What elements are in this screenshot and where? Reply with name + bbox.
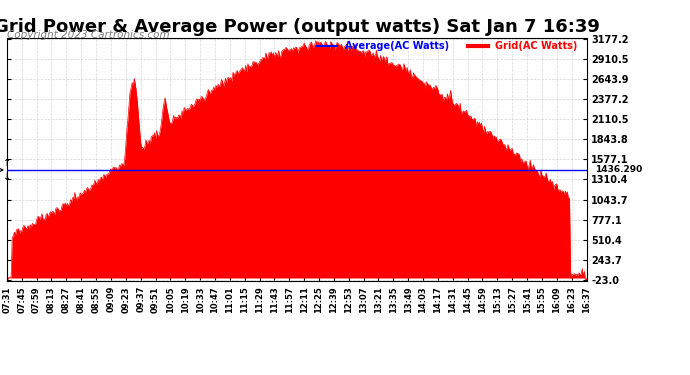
Title: Grid Power & Average Power (output watts) Sat Jan 7 16:39: Grid Power & Average Power (output watts… <box>0 18 600 36</box>
Text: ↓: ↓ <box>3 172 11 182</box>
Legend: Average(AC Watts), Grid(AC Watts): Average(AC Watts), Grid(AC Watts) <box>313 38 582 55</box>
Text: 1436.290: 1436.290 <box>595 165 642 174</box>
Text: ↑: ↑ <box>3 158 11 168</box>
Text: Copyright 2023 Cartronics.com: Copyright 2023 Cartronics.com <box>7 30 170 40</box>
